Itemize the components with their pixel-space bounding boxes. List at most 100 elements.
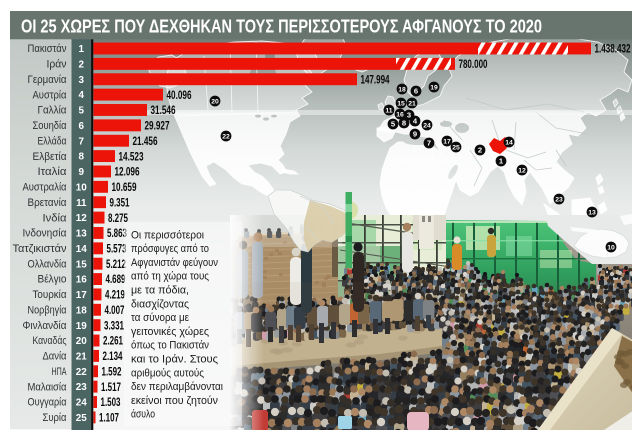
svg-text:12.096: 12.096 xyxy=(115,165,140,179)
svg-text:147.994: 147.994 xyxy=(361,72,390,86)
svg-text:5.212: 5.212 xyxy=(106,257,126,271)
svg-text:23: 23 xyxy=(76,382,87,393)
svg-text:Πακιστάν: Πακιστάν xyxy=(28,43,67,55)
svg-text:20: 20 xyxy=(211,99,219,106)
svg-text:10: 10 xyxy=(76,182,87,193)
svg-text:ΗΠΑ: ΗΠΑ xyxy=(52,366,68,378)
svg-text:8.275: 8.275 xyxy=(108,211,128,225)
svg-text:7: 7 xyxy=(79,136,85,147)
svg-text:Φινλανδία: Φινλανδία xyxy=(23,320,67,332)
svg-text:πρόσφυγες από το: πρόσφυγες από το xyxy=(131,243,209,255)
svg-text:40.096: 40.096 xyxy=(167,88,192,102)
svg-text:17: 17 xyxy=(76,290,87,301)
svg-text:16: 16 xyxy=(76,275,87,286)
svg-text:8: 8 xyxy=(402,119,406,128)
svg-text:5.863: 5.863 xyxy=(107,226,127,240)
svg-text:1.438.432: 1.438.432 xyxy=(595,42,631,56)
svg-text:Γαλλία: Γαλλία xyxy=(38,105,67,117)
svg-text:3: 3 xyxy=(407,111,411,120)
svg-text:Αυστραλία: Αυστραλία xyxy=(23,182,67,194)
svg-text:γειτονικές χώρες: γειτονικές χώρες xyxy=(131,326,209,338)
svg-text:25: 25 xyxy=(452,145,460,152)
svg-text:2.134: 2.134 xyxy=(103,349,123,363)
svg-text:17: 17 xyxy=(443,139,451,146)
svg-text:1.592: 1.592 xyxy=(102,365,122,379)
svg-text:Μαλαισία: Μαλαισία xyxy=(28,381,67,393)
svg-text:1: 1 xyxy=(499,157,504,166)
svg-text:Σουηδία: Σουηδία xyxy=(33,120,67,132)
svg-text:19: 19 xyxy=(76,321,87,332)
svg-text:Ελβετία: Ελβετία xyxy=(33,151,67,163)
svg-text:9: 9 xyxy=(413,130,417,139)
svg-text:Βρετανία: Βρετανία xyxy=(28,197,67,209)
svg-text:με τα πόδια,: με τα πόδια, xyxy=(131,285,189,297)
svg-text:Τατζικιστάν: Τατζικιστάν xyxy=(13,243,67,255)
svg-text:6: 6 xyxy=(79,121,85,132)
svg-text:2: 2 xyxy=(478,146,482,155)
svg-text:Καναδάς: Καναδάς xyxy=(33,335,67,347)
svg-text:18: 18 xyxy=(398,87,406,94)
svg-text:Ουγγαρία: Ουγγαρία xyxy=(28,397,67,409)
svg-text:3.331: 3.331 xyxy=(104,318,124,332)
svg-text:13: 13 xyxy=(588,210,596,217)
svg-text:Ιταλία: Ιταλία xyxy=(38,166,67,178)
svg-text:8: 8 xyxy=(79,152,85,163)
svg-text:1.107: 1.107 xyxy=(99,411,119,425)
svg-text:5.573: 5.573 xyxy=(107,242,127,256)
svg-text:10.659: 10.659 xyxy=(112,180,137,194)
svg-text:Συρία: Συρία xyxy=(43,412,67,424)
svg-text:όπως το Πακιστάν: όπως το Πακιστάν xyxy=(131,340,209,352)
svg-text:4.007: 4.007 xyxy=(105,303,125,317)
svg-text:15: 15 xyxy=(397,101,405,108)
svg-text:εκείνοι που ζητούν: εκείνοι που ζητούν xyxy=(131,395,218,407)
svg-text:22: 22 xyxy=(222,134,230,141)
svg-text:4: 4 xyxy=(79,90,85,101)
svg-text:16: 16 xyxy=(396,112,404,119)
svg-text:1.503: 1.503 xyxy=(101,395,121,409)
svg-text:αριθμούς αυτούς: αριθμούς αυτούς xyxy=(131,367,204,379)
svg-text:11: 11 xyxy=(76,198,87,209)
svg-text:5: 5 xyxy=(391,120,396,129)
svg-text:2: 2 xyxy=(79,60,85,71)
svg-text:4.219: 4.219 xyxy=(105,288,125,302)
svg-text:4: 4 xyxy=(413,117,418,126)
svg-text:6: 6 xyxy=(414,87,418,96)
svg-text:4.689: 4.689 xyxy=(106,272,126,286)
svg-text:Ινδονησία: Ινδονησία xyxy=(23,228,67,240)
svg-text:1: 1 xyxy=(79,44,85,55)
svg-text:18: 18 xyxy=(76,305,87,316)
svg-text:9.351: 9.351 xyxy=(110,195,130,209)
svg-text:Ολλανδία: Ολλανδία xyxy=(28,258,67,270)
svg-text:780.000: 780.000 xyxy=(459,57,488,71)
svg-text:10: 10 xyxy=(607,245,615,252)
svg-text:τα σύνορα με: τα σύνορα με xyxy=(131,312,189,324)
svg-text:και το Ιράν. Στους: και το Ιράν. Στους xyxy=(131,354,218,366)
svg-text:5: 5 xyxy=(79,106,85,117)
svg-text:21: 21 xyxy=(76,352,87,363)
svg-text:21.456: 21.456 xyxy=(133,134,158,148)
svg-text:14.523: 14.523 xyxy=(119,149,144,163)
svg-text:11: 11 xyxy=(385,108,392,115)
svg-text:Βέλγιο: Βέλγιο xyxy=(38,274,67,286)
svg-text:9: 9 xyxy=(79,167,85,178)
svg-text:22: 22 xyxy=(76,367,87,378)
svg-text:21: 21 xyxy=(408,101,416,108)
svg-text:Ιράν: Ιράν xyxy=(47,59,67,71)
svg-text:διασχίζοντας: διασχίζοντας xyxy=(131,298,189,310)
svg-text:25: 25 xyxy=(76,413,87,424)
svg-text:Νορβηγία: Νορβηγία xyxy=(28,305,67,317)
svg-text:13: 13 xyxy=(76,229,87,240)
svg-text:2.261: 2.261 xyxy=(103,334,123,348)
svg-text:Ελλάδα: Ελλάδα xyxy=(38,135,67,147)
svg-text:Αυστρία: Αυστρία xyxy=(33,89,67,101)
svg-text:24: 24 xyxy=(76,398,87,409)
svg-text:Δανία: Δανία xyxy=(43,351,67,363)
svg-text:23: 23 xyxy=(555,197,563,204)
svg-text:Οι περισσότεροι: Οι περισσότεροι xyxy=(131,229,205,241)
svg-text:29.927: 29.927 xyxy=(145,119,170,133)
svg-text:15: 15 xyxy=(76,259,87,270)
svg-text:12: 12 xyxy=(518,168,526,175)
svg-text:Γερμανία: Γερμανία xyxy=(28,74,67,86)
svg-text:Τουρκία: Τουρκία xyxy=(33,289,67,301)
svg-text:ΟΙ 25 ΧΩΡΕΣ ΠΟΥ ΔΕΧΘΗΚΑΝ ΤΟΥΣ: ΟΙ 25 ΧΩΡΕΣ ΠΟΥ ΔΕΧΘΗΚΑΝ ΤΟΥΣ ΠΕΡΙΣΣΟΤΕΡ… xyxy=(21,16,542,37)
